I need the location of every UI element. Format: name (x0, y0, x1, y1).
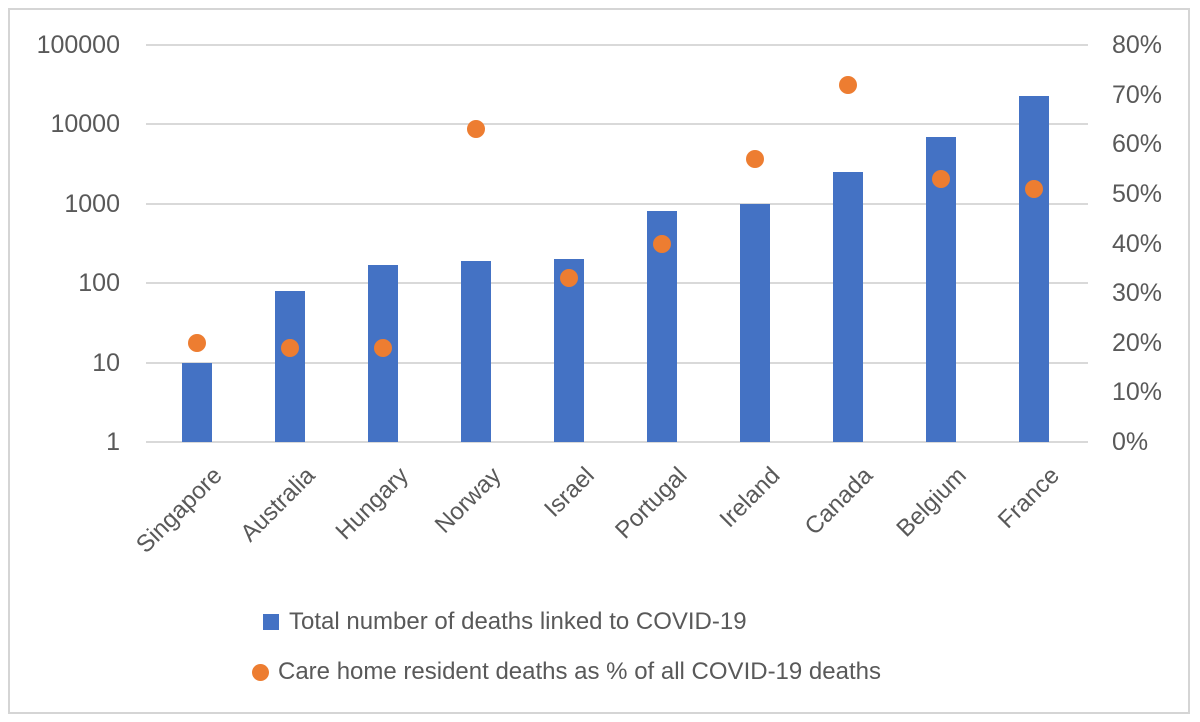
gridline (146, 282, 1088, 285)
x-axis-label-france: France (992, 462, 1065, 534)
right-axis-tick-label: 10% (1112, 378, 1163, 407)
scatter-point-portugal (652, 234, 671, 253)
right-axis-tick-label: 60% (1112, 130, 1163, 159)
scatter-point-australia (280, 338, 299, 357)
x-axis-label-norway: Norway (429, 462, 507, 539)
bar-singapore (181, 362, 212, 442)
bar-series-swatch-icon (263, 614, 279, 630)
left-axis-tick-label: 10 (92, 348, 120, 377)
gridline (146, 44, 1088, 46)
scatter-point-france (1024, 179, 1043, 198)
left-axis-tick-label: 1000 (64, 189, 120, 218)
x-axis-label-singapore: Singapore (131, 462, 228, 559)
x-axis-label-ireland: Ireland (714, 462, 786, 533)
right-axis-tick-label: 80% (1112, 31, 1163, 59)
bar-ireland (739, 203, 770, 442)
bar-israel (553, 259, 584, 442)
scatter-series-swatch-icon (252, 663, 269, 681)
right-axis-tick-label: 50% (1112, 179, 1163, 208)
bar-canada (832, 172, 863, 442)
gridline (146, 441, 1088, 443)
scatter-point-canada (838, 75, 857, 94)
scatter-point-ireland (745, 150, 764, 169)
left-axis-tick-label: 10000 (50, 110, 120, 139)
left-axis-tick-label: 100000 (36, 31, 120, 59)
gridline (146, 361, 1088, 364)
gridline (146, 123, 1088, 126)
scatter-point-norway (466, 120, 485, 139)
legend-label-total-deaths: Total number of deaths linked to COVID-1… (289, 608, 747, 635)
gridline (146, 202, 1088, 205)
x-axis-label-canada: Canada (800, 462, 879, 541)
scatter-point-belgium (931, 169, 950, 188)
legend-label-care-home-pct: Care home resident deaths as % of all CO… (278, 658, 881, 685)
x-axis-label-belgium: Belgium (891, 462, 972, 543)
bar-norway (460, 261, 491, 442)
left-axis-tick-label: 1 (106, 428, 120, 456)
x-axis-label-israel: Israel (539, 462, 600, 523)
scatter-point-singapore (187, 333, 206, 352)
bar-australia (274, 290, 305, 442)
right-axis-tick-label: 30% (1112, 279, 1163, 308)
right-axis-tick-label: 70% (1112, 80, 1163, 109)
x-axis-label-australia: Australia (235, 462, 321, 548)
bar-france (1018, 96, 1049, 442)
chart-frame (8, 8, 1190, 714)
scatter-point-israel (559, 269, 578, 288)
left-axis-tick-label: 100 (78, 269, 120, 298)
x-axis-label-hungary: Hungary (330, 462, 414, 546)
legend-item-total-deaths: Total number of deaths linked to COVID-1… (263, 608, 747, 636)
right-axis-tick-label: 0% (1112, 428, 1149, 456)
right-axis-tick-label: 40% (1112, 229, 1163, 258)
x-axis-label-portugal: Portugal (610, 462, 693, 545)
legend-item-care-home-pct: Care home resident deaths as % of all CO… (252, 658, 881, 686)
right-axis-tick-label: 20% (1112, 328, 1163, 357)
scatter-point-hungary (373, 338, 392, 357)
plot-area (146, 44, 1088, 443)
